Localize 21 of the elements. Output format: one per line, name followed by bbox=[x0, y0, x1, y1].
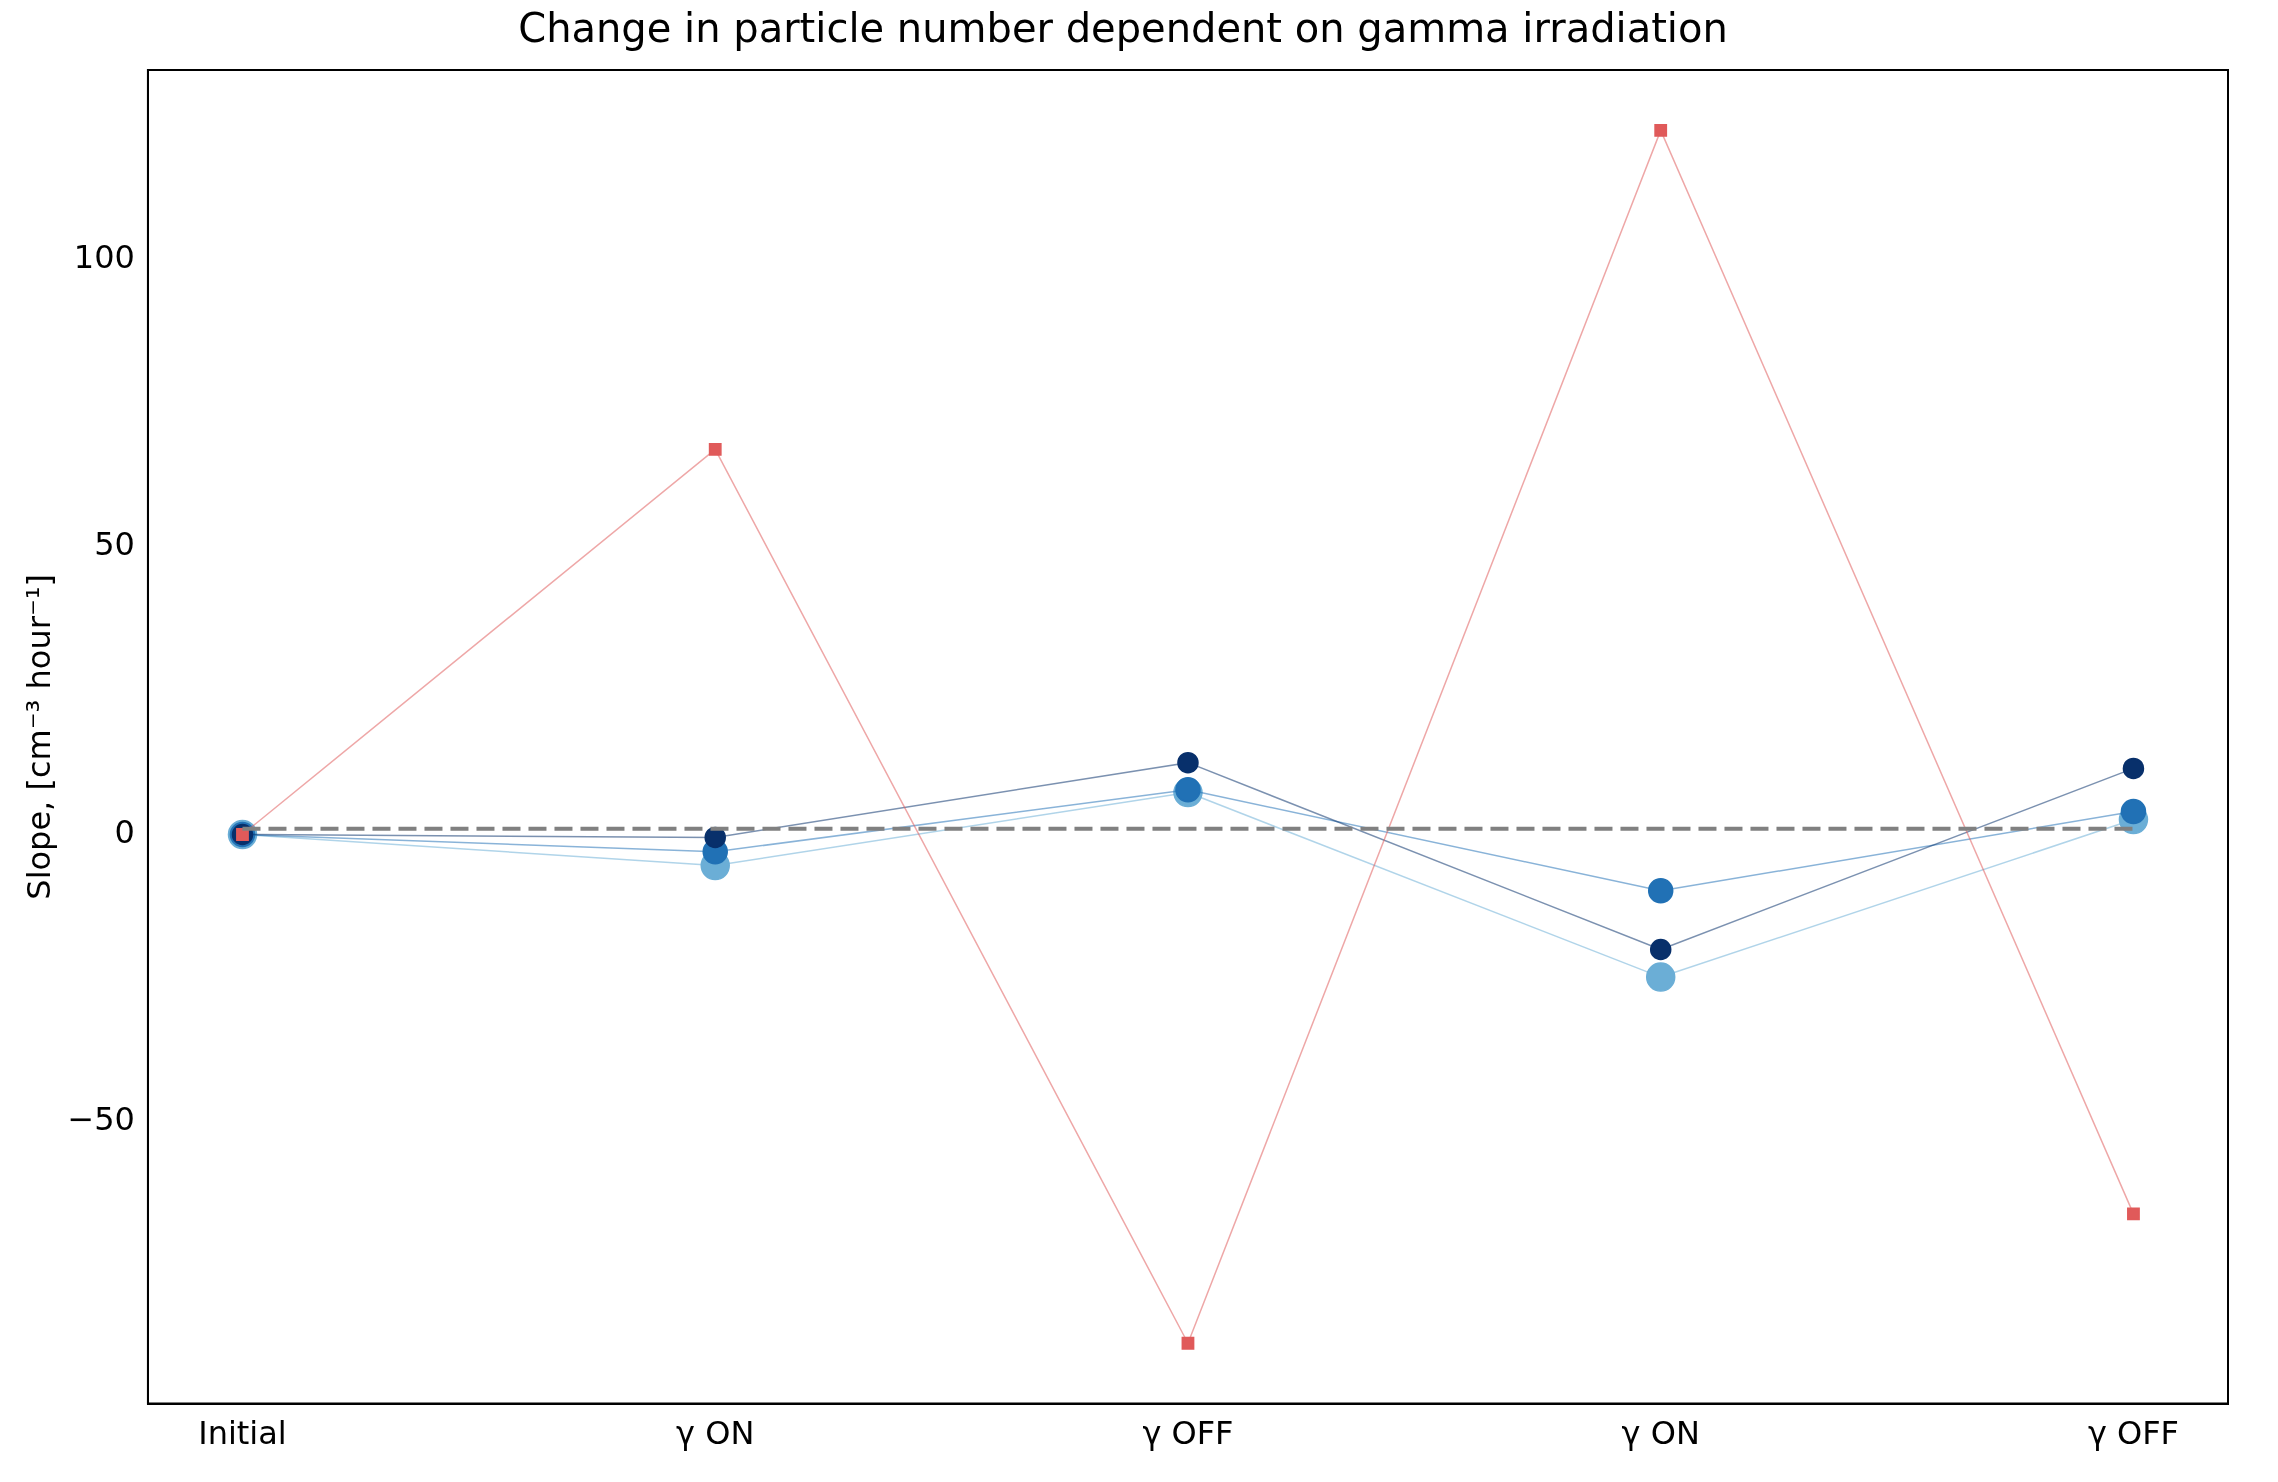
x-tick-label: γ ON bbox=[1621, 1414, 1700, 1453]
point bbox=[1649, 938, 1672, 961]
x-tick-label: γ OFF bbox=[1142, 1414, 1234, 1453]
y-tick-label: 0 bbox=[114, 812, 135, 851]
point bbox=[1645, 962, 1676, 992]
point bbox=[2120, 798, 2147, 825]
point bbox=[708, 442, 722, 456]
y-axis-title: Slope, [cm⁻³ hour⁻¹] bbox=[19, 573, 58, 900]
y-tick-label: 100 bbox=[73, 238, 135, 277]
point bbox=[1177, 751, 1199, 774]
point bbox=[1647, 878, 1674, 904]
point bbox=[1654, 123, 1668, 137]
x-tick-label: Initial bbox=[198, 1414, 287, 1453]
point bbox=[2122, 757, 2145, 780]
chart-title: Change in particle number dependent on gamma irradiation bbox=[518, 5, 1728, 52]
x-tick-label: γ ON bbox=[676, 1414, 755, 1453]
x-tick-label: γ OFF bbox=[2087, 1414, 2180, 1453]
point bbox=[1181, 1336, 1195, 1350]
point bbox=[2127, 1207, 2140, 1221]
y-tick-label: −50 bbox=[67, 1100, 135, 1139]
y-tick-label: 50 bbox=[94, 525, 135, 564]
